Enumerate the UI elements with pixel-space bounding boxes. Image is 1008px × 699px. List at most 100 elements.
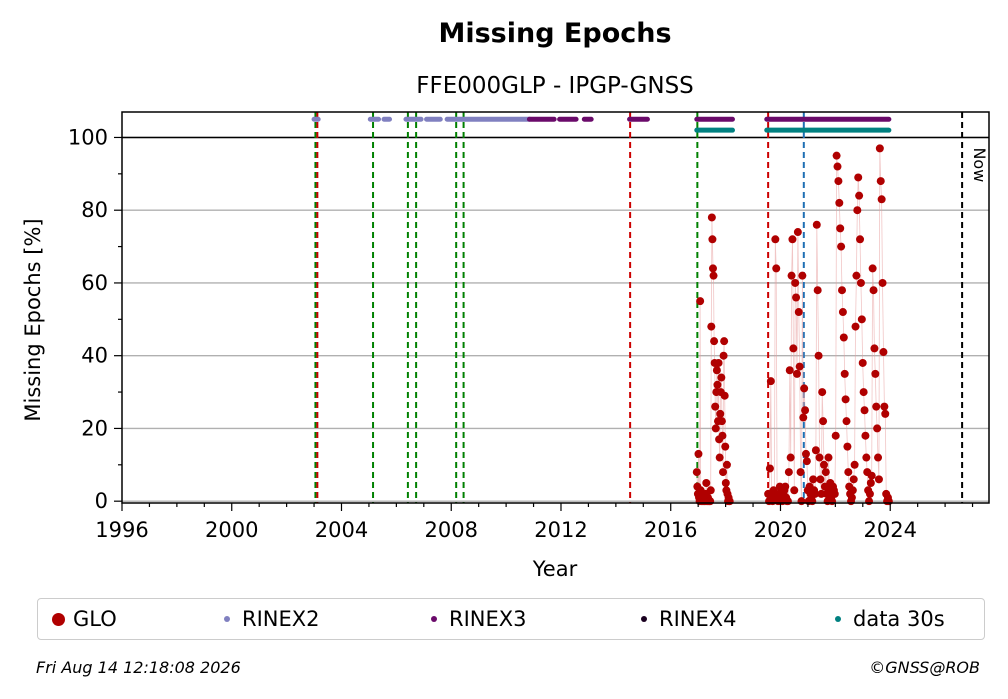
glo-point	[792, 293, 801, 302]
glo-point	[855, 191, 864, 200]
legend-marker-data-30s	[835, 616, 841, 622]
glo-point	[818, 388, 827, 397]
glo-point	[819, 460, 828, 469]
glo-point	[833, 162, 842, 171]
glo-point	[814, 351, 823, 360]
glo-point	[717, 417, 726, 426]
glo-point	[884, 497, 893, 506]
glo-point	[831, 431, 840, 440]
glo-point	[842, 417, 851, 426]
glo-point	[799, 413, 808, 422]
y-tick-label-0: 0	[95, 489, 108, 513]
glo-point	[862, 453, 871, 462]
glo-point	[874, 453, 883, 462]
glo-point	[834, 177, 843, 186]
glo-point	[720, 391, 729, 400]
glo-point	[841, 395, 850, 404]
x-tick-label-1996: 1996	[95, 518, 148, 542]
glo-point	[840, 369, 849, 378]
glo-point	[795, 362, 804, 371]
glo-point	[796, 468, 805, 477]
glo-point	[838, 308, 847, 317]
glo-point	[797, 497, 806, 506]
glo-point	[851, 322, 860, 331]
glo-point	[786, 453, 795, 462]
legend-entry-rinex3: RINEX3	[431, 599, 527, 639]
legend-marker-rinex2	[224, 616, 230, 622]
plot-area: Now 1996 2000 2004 2008 2012 2016 2020 2024 0 20 40…	[68, 111, 990, 542]
glo-point	[871, 369, 880, 378]
glo-point	[856, 278, 865, 287]
glo-point	[881, 409, 890, 418]
glo-point	[880, 402, 889, 411]
glo-point	[784, 468, 793, 477]
glo-point	[877, 195, 886, 204]
glo-point	[722, 460, 731, 469]
glo-point	[765, 464, 774, 473]
glo-point	[836, 224, 845, 233]
legend-marker-rinex3	[431, 616, 437, 622]
glo-point	[809, 475, 818, 484]
glo-point	[766, 377, 775, 386]
glo-point	[710, 337, 719, 346]
glo-point	[788, 235, 797, 244]
glo-point	[811, 446, 820, 455]
glo-point	[815, 453, 824, 462]
glo-point	[713, 380, 722, 389]
glo-point	[781, 482, 790, 491]
glo-point	[866, 478, 875, 487]
glo-point	[858, 358, 867, 367]
glo-point	[849, 475, 858, 484]
x-tick-label-2008: 2008	[425, 518, 478, 542]
chart-legend: GLO RINEX2 RINEX3 RINEX4 data 30s	[37, 598, 985, 640]
legend-label-glo: GLO	[73, 607, 117, 631]
glo-point	[783, 497, 792, 506]
glo-point	[789, 344, 798, 353]
glo-point	[876, 177, 885, 186]
y-tick-label-40: 40	[81, 344, 108, 368]
glo-point	[771, 235, 780, 244]
glo-point	[725, 497, 734, 506]
glo-point	[832, 151, 841, 160]
glo-point	[798, 271, 807, 280]
glo-point	[857, 315, 866, 324]
glo-point	[852, 271, 861, 280]
glo-point	[865, 489, 874, 498]
glo-point	[856, 235, 865, 244]
glo-point	[808, 497, 817, 506]
glo-point	[719, 351, 728, 360]
y-tick-label-20: 20	[81, 416, 108, 440]
glo-point	[861, 431, 870, 440]
glo-point	[709, 271, 718, 280]
glo-point	[716, 409, 725, 418]
glo-point	[854, 173, 863, 182]
glo-trace-1	[767, 148, 890, 502]
glo-point	[813, 286, 822, 295]
glo-point	[719, 468, 728, 477]
glo-point	[721, 442, 730, 451]
missing-epochs-chart: Missing Epochs FFE000GLP - IPGP-GNSS Now…	[21, 18, 990, 581]
glo-point	[859, 388, 868, 397]
glo-point	[790, 486, 799, 495]
legend-label-rinex2: RINEX2	[242, 607, 320, 631]
glo-point	[830, 489, 839, 498]
y-tick-label-80: 80	[81, 198, 108, 222]
glo-point	[712, 366, 721, 375]
glo-point	[844, 468, 853, 477]
glo-point	[711, 402, 720, 411]
glo-point	[843, 442, 852, 451]
glo-point	[837, 242, 846, 251]
glo-point	[720, 337, 729, 346]
glo-point	[835, 198, 844, 207]
x-tick-label-2024: 2024	[864, 518, 917, 542]
glo-point	[706, 497, 715, 506]
glo-point	[869, 286, 878, 295]
legend-marker-glo	[52, 612, 65, 626]
glo-point	[860, 406, 869, 415]
glo-point	[708, 264, 717, 273]
glo-point	[711, 424, 720, 433]
glo-point	[819, 417, 828, 426]
chart-subtitle: FFE000GLP - IPGP-GNSS	[416, 73, 694, 99]
glo-point	[802, 457, 811, 466]
legend-entry-glo: GLO	[52, 599, 117, 639]
